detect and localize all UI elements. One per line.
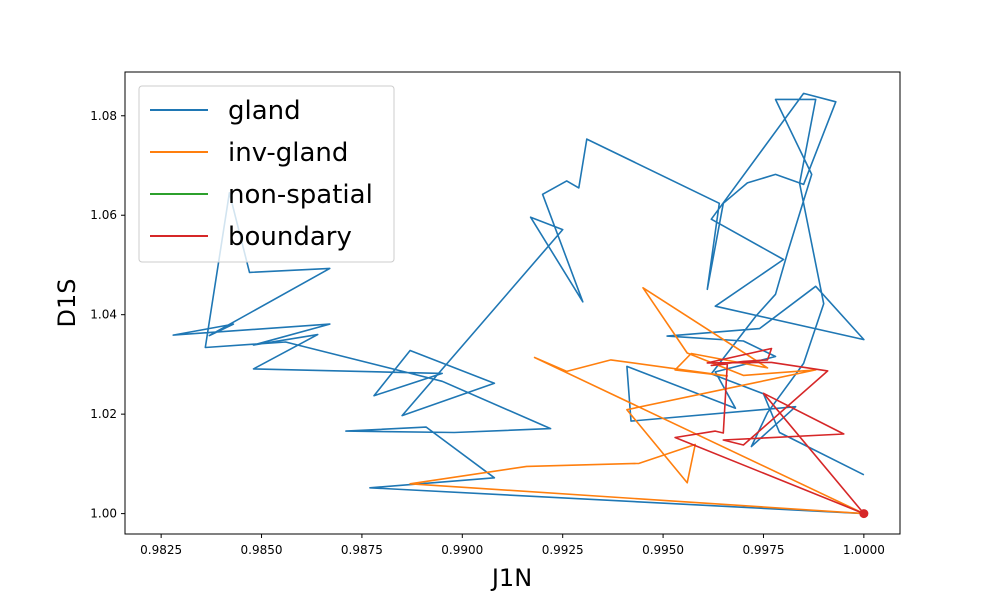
endpoint-marker <box>859 509 869 519</box>
y-tick-label: 1.08 <box>90 109 117 123</box>
legend: gland inv-gland non-spatial boundary <box>138 85 395 263</box>
y-tick-label: 1.04 <box>90 308 117 322</box>
series-layer <box>172 92 865 515</box>
x-tick-label: 0.9875 <box>341 543 383 557</box>
x-tick-label: 0.9950 <box>642 543 684 557</box>
legend-items: gland inv-gland non-spatial boundary <box>150 96 373 252</box>
marker-layer <box>859 509 869 519</box>
x-tick-label: 0.9850 <box>241 543 283 557</box>
series-line-gland <box>172 92 865 515</box>
y-ticks: 1.00 1.02 1.04 1.06 1.08 <box>90 109 125 521</box>
x-tick-label: 1.0000 <box>843 543 885 557</box>
x-ticks: 0.9825 0.9850 0.9875 0.9900 0.9925 0.9950 0.99… <box>140 534 885 557</box>
legend-label-inv-gland: inv-gland <box>228 138 348 168</box>
y-axis-label: D1S <box>53 279 81 328</box>
legend-label-boundary: boundary <box>228 222 352 252</box>
y-tick-label: 1.06 <box>90 208 117 222</box>
x-tick-label: 0.9825 <box>140 543 182 557</box>
legend-label-gland: gland <box>228 96 301 126</box>
x-tick-label: 0.9975 <box>742 543 784 557</box>
x-tick-label: 0.9925 <box>542 543 584 557</box>
y-tick-label: 1.00 <box>90 507 117 521</box>
legend-label-non-spatial: non-spatial <box>228 180 373 210</box>
x-axis-label: J1N <box>490 564 532 592</box>
y-tick-label: 1.02 <box>90 407 117 421</box>
legend-box <box>138 85 395 263</box>
x-tick-label: 0.9900 <box>441 543 483 557</box>
series-line-boundary <box>674 347 865 515</box>
series-line-inv-gland <box>409 286 865 515</box>
plot-frame <box>124 71 901 535</box>
